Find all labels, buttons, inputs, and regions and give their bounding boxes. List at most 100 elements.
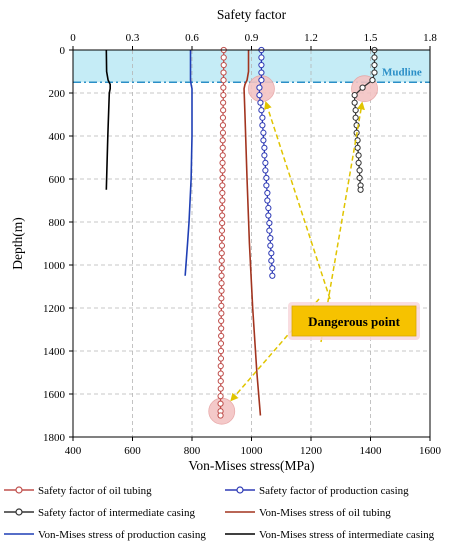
safety-factor-of-production-casing-point <box>258 61 265 69</box>
safety-factor-of-oil-tubing-point <box>218 302 225 309</box>
safety-factor-of-production-casing-point <box>268 250 275 257</box>
top-axis-tick-label: 0.3 <box>126 32 140 44</box>
legend-label: Von-Mises stress of intermediate casing <box>259 529 435 541</box>
safety-factor-of-oil-tubing-point <box>217 393 224 400</box>
safety-factor-of-production-casing-point <box>261 144 268 151</box>
safety-factor-of-production-casing-point <box>268 257 275 264</box>
top-axis-tick-label: 1.8 <box>423 32 437 44</box>
safety-factor-of-oil-tubing-point <box>217 400 224 407</box>
safety-factor-of-oil-tubing-point <box>219 167 226 174</box>
y-axis-tick-label: 0 <box>60 45 66 57</box>
top-axis-tick-label: 1.5 <box>364 32 378 44</box>
safety-factor-of-oil-tubing-point <box>217 378 224 385</box>
safety-factor-of-oil-tubing-point <box>219 197 226 204</box>
plot-area: Mudline <box>73 46 430 437</box>
y-axis-tick-label: 400 <box>49 131 66 143</box>
safety-factor-of-intermediate-casing-point <box>355 152 362 159</box>
safety-factor-of-production-casing-point <box>269 272 276 279</box>
safety-factor-of-oil-tubing-point <box>218 287 225 294</box>
safety-factor-of-oil-tubing-point <box>219 114 227 121</box>
safety-factor-of-oil-tubing-point <box>220 99 227 106</box>
bottom-axis-tick-label: 1400 <box>360 445 383 457</box>
axes: 0 0.3 0.6 0.9 1.2 1.5 1.8 Safety factor 400 600 80… <box>10 7 442 473</box>
safety-factor-of-production-casing-point <box>258 77 265 84</box>
safety-factor-of-oil-tubing-point <box>218 272 225 279</box>
safety-factor-of-oil-tubing-point <box>220 92 227 99</box>
safety-factor-of-oil-tubing-point <box>218 235 226 242</box>
legend-marker-safety-factor-of-oil-tubing <box>15 486 23 494</box>
safety-factor-of-oil-tubing-point <box>219 212 226 219</box>
safety-factor-of-production-casing-point <box>269 265 276 272</box>
safety-factor-of-oil-tubing-point <box>218 280 225 287</box>
safety-factor-of-intermediate-casing-point <box>351 92 358 99</box>
safety-factor-of-production-casing-point <box>256 92 263 99</box>
safety-factor-of-oil-tubing-point <box>218 295 225 302</box>
safety-factor-of-oil-tubing-point <box>218 317 225 324</box>
safety-factor-of-production-casing-point <box>256 84 263 91</box>
legend-label: Von-Mises stress of production casing <box>38 529 206 541</box>
safety-factor-of-intermediate-casing-point <box>354 144 361 151</box>
safety-factor-of-oil-tubing-point <box>220 54 227 61</box>
annotation-box <box>291 305 417 337</box>
safety-factor-of-production-casing-point <box>257 99 264 106</box>
safety-factor-of-oil-tubing-point <box>219 174 226 182</box>
top-axis-tick-label: 0 <box>70 32 76 44</box>
top-axis-tick-label: 0.6 <box>185 32 199 44</box>
safety-factor-of-production-casing-point <box>260 137 267 144</box>
safety-factor-of-oil-tubing-point <box>219 189 226 197</box>
safety-factor-of-production-casing-point <box>258 69 265 76</box>
safety-factor-of-production-casing-point <box>262 167 269 174</box>
safety-factor-of-oil-tubing-point <box>217 362 224 370</box>
safety-factor-of-intermediate-casing-point <box>359 84 366 91</box>
annotation-layer: Dangerous point <box>230 101 420 402</box>
safety-factor-of-intermediate-casing-point <box>371 54 378 61</box>
safety-factor-of-production-casing-point <box>264 197 271 204</box>
safety-factor-of-oil-tubing-point <box>219 152 226 159</box>
safety-factor-of-production-casing-point <box>263 182 270 189</box>
safety-factor-of-intermediate-casing-point <box>355 159 362 166</box>
safety-factor-of-production-casing-point <box>258 107 265 114</box>
safety-factor-of-production-casing-point <box>265 204 272 212</box>
safety-factor-of-production-casing-point <box>260 129 267 136</box>
bottom-axis-tick-label: 1600 <box>419 445 442 457</box>
legend-marker-safety-factor-of-production-casing <box>236 486 244 494</box>
safety-factor-of-oil-tubing-point <box>220 69 227 76</box>
safety-factor-of-oil-tubing-point <box>219 129 227 136</box>
legend-label: Safety factor of oil tubing <box>38 485 152 497</box>
y-axis-tick-label: 200 <box>49 88 66 100</box>
bottom-axis-tick-label: 600 <box>124 445 141 457</box>
safety-factor-of-oil-tubing-point <box>219 159 226 166</box>
bottom-axis-tick-label: 1200 <box>300 445 323 457</box>
safety-factor-of-oil-tubing-point <box>217 347 225 355</box>
safety-factor-of-production-casing-point <box>261 152 268 159</box>
safety-factor-of-intermediate-casing-point <box>356 167 363 174</box>
safety-factor-of-oil-tubing-point <box>218 250 225 257</box>
safety-factor-of-intermediate-casing-point <box>356 174 363 182</box>
legend-label: Safety factor of production casing <box>259 485 409 497</box>
safety-factor-of-oil-tubing-point <box>218 257 225 264</box>
safety-factor-of-production-casing-point <box>265 212 272 219</box>
safety-factor-of-intermediate-casing-point <box>371 69 378 76</box>
top-axis-tick-label: 0.9 <box>245 32 259 44</box>
y-axis-tick-label: 1400 <box>43 346 66 358</box>
safety-factor-of-oil-tubing-point <box>217 340 225 347</box>
safety-factor-of-oil-tubing-point <box>218 310 225 317</box>
safety-factor-of-oil-tubing-point <box>218 265 225 272</box>
safety-factor-of-intermediate-casing-point <box>369 77 376 84</box>
safety-factor-of-production-casing-point <box>267 235 274 242</box>
von-mises-stress-of-production-casing-line <box>184 50 193 276</box>
safety-factor-of-oil-tubing-point <box>219 137 226 144</box>
bottom-axis-tick-label: 800 <box>184 445 201 457</box>
annotation-arrow <box>230 298 320 402</box>
safety-factor-of-intermediate-casing-point <box>352 107 359 114</box>
safety-factor-of-production-casing-point <box>266 227 273 234</box>
top-axis-tick-label: 1.2 <box>304 32 318 44</box>
safety-factor-of-intermediate-casing-point <box>371 61 378 69</box>
safety-factor-of-intermediate-casing-point <box>357 186 364 193</box>
safety-factor-of-oil-tubing-point <box>219 144 226 151</box>
y-axis-tick-label: 1200 <box>43 303 66 315</box>
top-axis-title: Safety factor <box>217 7 287 22</box>
legend-label: Von-Mises stress of oil tubing <box>259 507 391 519</box>
y-axis-tick-label: 800 <box>49 217 66 229</box>
